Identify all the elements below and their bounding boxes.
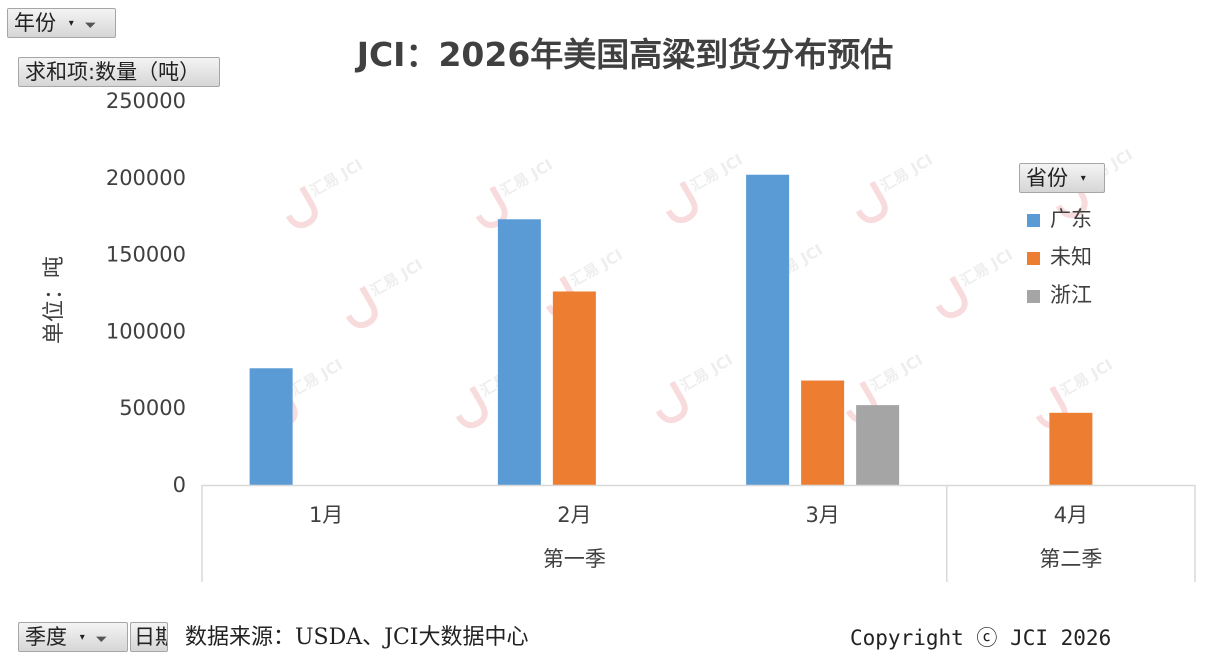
province-filter-label: 省份 [1026,166,1068,190]
bar [801,380,845,485]
quarter-filter-button[interactable]: 季度 ▾ ⏷ [18,622,128,652]
legend-swatch [1027,289,1040,303]
group-label: 第一季 [543,547,606,571]
watermark-j-mark [455,385,488,429]
year-filter-button[interactable]: 年份 ▾ ⏷ [7,8,116,38]
x-tick-label: 3月 [805,503,839,527]
y-tick-label: 200000 [106,166,186,190]
quarter-filter-label: 季度 [25,625,67,649]
bar [249,368,293,485]
group-label: 第二季 [1039,547,1102,571]
source-note: 数据来源：USDA、JCI大数据中心 [185,625,529,650]
x-tick-label: 4月 [1054,503,1088,527]
legend-label: 未知 [1050,245,1092,269]
legend-label: 浙江 [1050,283,1092,307]
filter-icon: ⏷ [84,16,97,34]
y-tick-label: 150000 [106,243,186,267]
legend-swatch [1027,251,1040,265]
legend-label: 广东 [1050,207,1092,231]
watermark-j-mark [665,180,698,224]
watermark-j-mark [345,285,378,329]
x-tick-label: 1月 [309,503,343,527]
chevron-down-icon: ▾ [68,18,74,29]
chevron-down-icon: ▾ [1080,173,1086,184]
sum-field-label: 求和项:数量（吨） [25,60,201,84]
y-tick-label: 100000 [106,319,186,343]
y-tick-label: 250000 [106,89,186,113]
filter-icon: ⏷ [95,630,108,648]
chevron-down-icon: ▾ [79,632,85,643]
bar [746,174,790,485]
sum-field-button[interactable]: 求和项:数量（吨） [18,57,220,87]
bar [1049,412,1093,485]
province-filter-button[interactable]: 省份 ▾ [1019,163,1105,193]
year-filter-label: 年份 [14,11,56,35]
copyright-notice: Copyright ⓒ JCI 2026 [850,626,1112,650]
watermark-j-mark [1055,175,1088,219]
y-tick-label: 50000 [119,396,186,420]
watermark-j-mark [655,380,688,424]
legend-item: 广东 [1027,203,1092,233]
y-axis-label: 单位：吨 [42,255,67,345]
date-field-button[interactable]: 日期 [130,622,168,652]
legend-item: 浙江 [1027,279,1092,309]
legend-item: 未知 [1027,241,1092,271]
chart-title: JCI：2026年美国高粱到货分布预估 [356,35,894,74]
date-field-label: 日期 [134,625,167,649]
bar [497,219,541,485]
legend-swatch [1027,213,1040,227]
watermark-j-mark [285,185,318,229]
bar [856,405,900,485]
y-tick-label: 0 [173,473,186,497]
watermark-j-mark [855,180,888,224]
bar [552,291,596,485]
x-tick-label: 2月 [557,503,591,527]
watermark-j-mark [935,275,968,319]
